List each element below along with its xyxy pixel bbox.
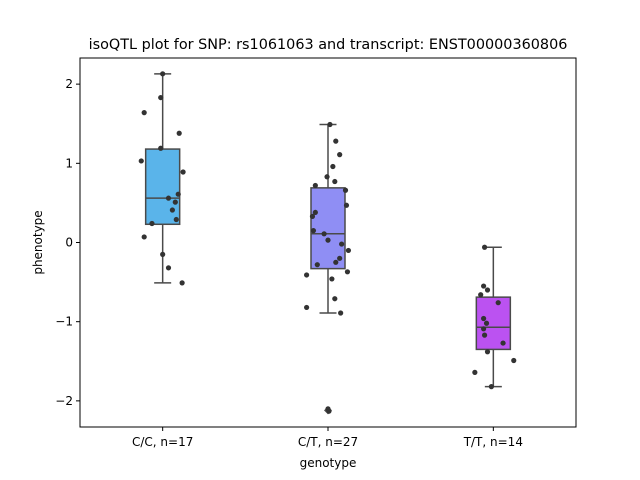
data-point <box>172 199 178 205</box>
x-tick-label: C/C, n=17 <box>132 435 193 449</box>
y-tick-label: −1 <box>55 315 73 329</box>
data-point <box>141 234 147 240</box>
data-point <box>481 326 487 332</box>
data-point <box>160 71 166 77</box>
data-point <box>337 152 343 158</box>
box <box>310 187 346 270</box>
data-point <box>158 94 164 101</box>
plot-area <box>138 71 517 415</box>
data-point <box>343 202 350 208</box>
data-point <box>484 287 491 293</box>
data-point <box>332 178 338 185</box>
data-point <box>481 332 488 338</box>
x-axis: C/C, n=17 C/T, n=27 T/T, n=14 <box>132 427 523 449</box>
data-point <box>309 213 316 219</box>
y-tick-label: −2 <box>55 394 73 408</box>
x-axis-label: genotype <box>300 456 357 470</box>
data-point <box>472 369 478 375</box>
box <box>144 148 181 226</box>
data-point <box>327 121 333 128</box>
y-axis-label: phenotype <box>31 210 45 274</box>
box <box>475 296 512 351</box>
data-point <box>321 231 327 237</box>
y-tick-label: 2 <box>65 77 73 91</box>
x-tick-label: T/T, n=14 <box>463 435 523 449</box>
data-point <box>312 209 318 216</box>
data-point <box>175 191 181 197</box>
data-point <box>344 269 351 275</box>
data-point <box>333 259 339 265</box>
data-point <box>330 163 336 170</box>
data-point <box>481 244 488 250</box>
data-point <box>149 220 155 227</box>
data-point <box>325 237 331 243</box>
data-point <box>488 384 494 390</box>
data-point <box>337 255 343 261</box>
chart-title: isoQTL plot for SNP: rs1061063 and trans… <box>89 37 568 53</box>
data-point <box>312 182 318 189</box>
data-point <box>176 130 182 136</box>
data-point <box>481 315 487 322</box>
data-point <box>342 187 349 193</box>
data-point <box>326 408 332 414</box>
data-point <box>304 304 310 311</box>
data-point <box>158 145 164 151</box>
data-point <box>495 300 501 306</box>
data-point <box>483 320 490 326</box>
data-point <box>332 296 338 302</box>
y-axis: −2 −1 0 1 2 <box>55 77 80 408</box>
y-tick-label: 0 <box>65 236 73 250</box>
data-point <box>500 340 506 346</box>
data-point <box>481 283 487 289</box>
data-point <box>329 276 335 282</box>
data-point <box>511 357 517 364</box>
data-point <box>333 138 339 144</box>
data-point <box>179 280 185 286</box>
data-point <box>314 262 320 268</box>
data-point <box>173 216 179 223</box>
data-point <box>338 310 344 316</box>
data-point <box>160 251 166 257</box>
data-point <box>138 158 144 164</box>
data-point <box>324 174 330 180</box>
data-point <box>165 265 172 271</box>
data-point <box>484 349 491 355</box>
data-point <box>478 292 484 298</box>
data-point <box>339 241 345 247</box>
data-point <box>141 110 147 116</box>
data-point <box>345 247 352 254</box>
data-point <box>169 207 175 213</box>
y-tick-label: 1 <box>65 156 73 170</box>
x-tick-label: C/T, n=27 <box>298 435 358 449</box>
data-point <box>165 195 172 201</box>
data-point <box>310 228 317 234</box>
data-point <box>304 272 310 278</box>
data-point <box>180 169 186 175</box>
